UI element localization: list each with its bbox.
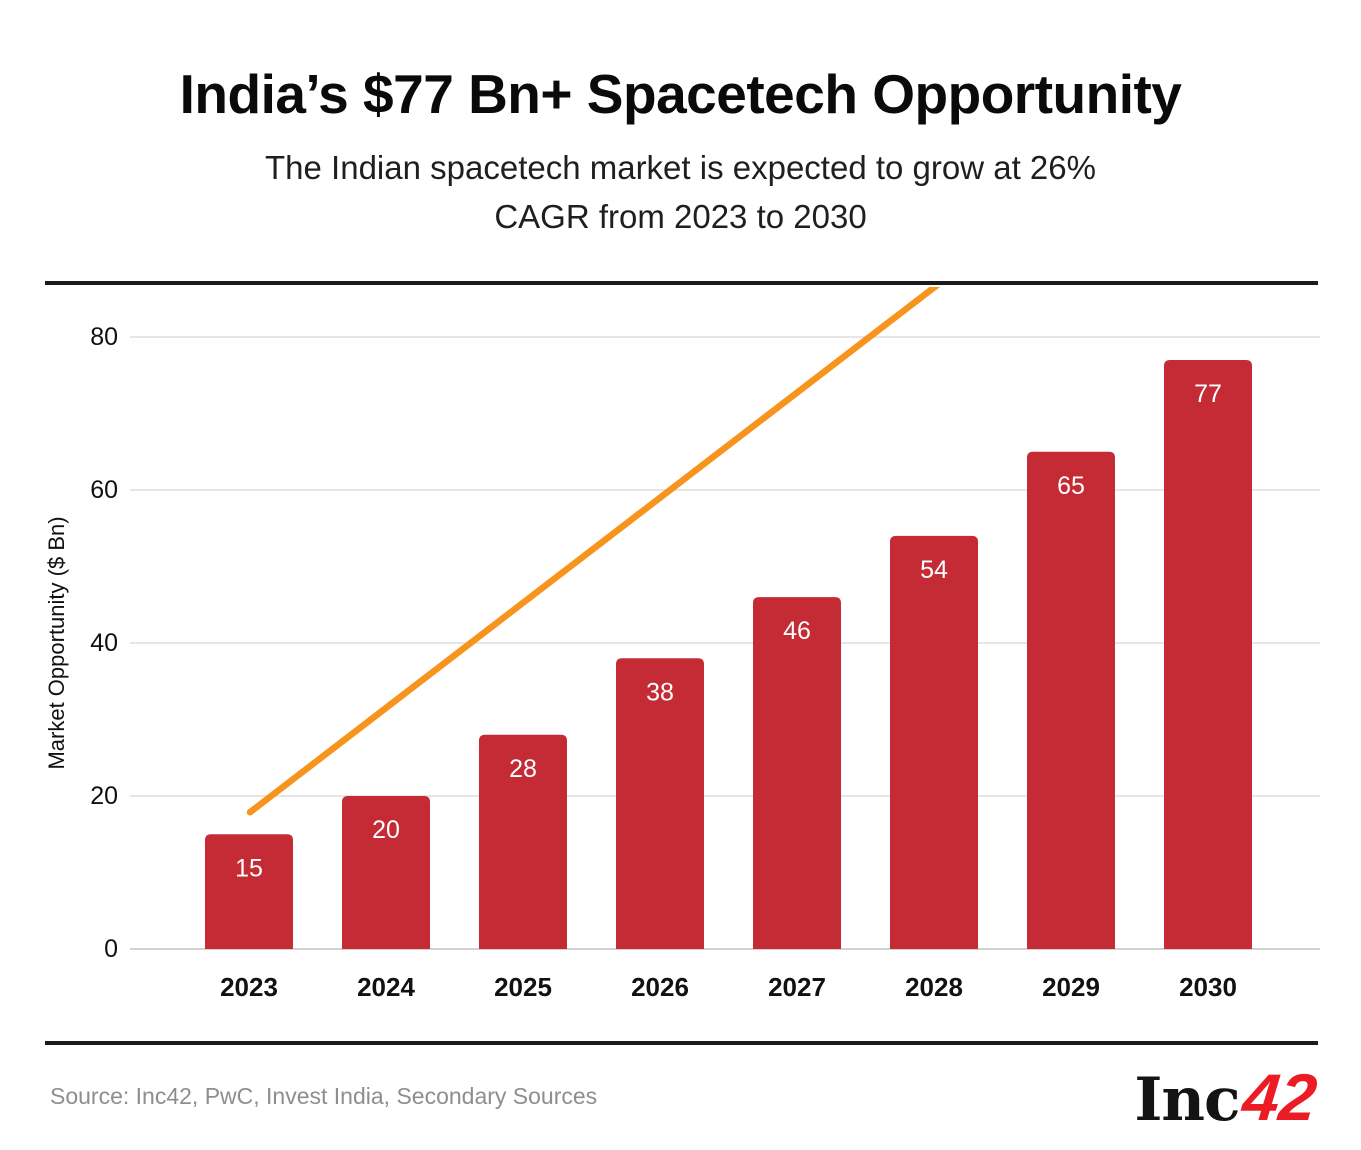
bar-2026 bbox=[616, 658, 704, 949]
bar-2027 bbox=[753, 597, 841, 949]
bar-2024 bbox=[342, 796, 430, 949]
bar-value-label-2023: 15 bbox=[235, 854, 263, 882]
x-tick-label-2030: 2030 bbox=[1179, 972, 1237, 1002]
bar-value-label-2026: 38 bbox=[646, 678, 674, 706]
y-axis-title: Market Opportunity ($ Bn) bbox=[44, 516, 69, 769]
footer: Source: Inc42, PwC, Invest India, Second… bbox=[45, 1043, 1320, 1150]
bar-value-label-2029: 65 bbox=[1057, 472, 1085, 500]
x-tick-label-2029: 2029 bbox=[1042, 972, 1100, 1002]
top-divider bbox=[45, 281, 1318, 285]
y-tick-label-60: 60 bbox=[90, 476, 118, 504]
bar-value-label-2025: 28 bbox=[509, 755, 537, 783]
bar-value-label-2027: 46 bbox=[783, 617, 811, 645]
logo-inc-text: Inc bbox=[1134, 1064, 1240, 1135]
y-tick-label-0: 0 bbox=[104, 935, 118, 963]
bar-2025 bbox=[479, 734, 567, 949]
chart-subtitle-line1: The Indian spacetech market is expected … bbox=[265, 149, 1096, 186]
x-tick-label-2027: 2027 bbox=[768, 972, 826, 1002]
header: India’s $77 Bn+ Spacetech Opportunity Th… bbox=[0, 0, 1361, 241]
bar-value-label-2028: 54 bbox=[920, 556, 948, 584]
bar-2023 bbox=[205, 834, 293, 949]
x-tick-label-2024: 2024 bbox=[357, 972, 415, 1002]
bar-chart-svg: 0 20 40 60 80 Market Opportunity ($ Bn) 15 2023… bbox=[44, 287, 1320, 1002]
bar-chart: 0 20 40 60 80 Market Opportunity ($ Bn) 15 2023… bbox=[0, 287, 1361, 1041]
source-text: Source: Inc42, PwC, Invest India, Second… bbox=[50, 1083, 598, 1109]
trend-arrow bbox=[246, 287, 941, 816]
bar-2028 bbox=[890, 535, 978, 949]
y-tick-label-80: 80 bbox=[90, 323, 118, 351]
bar-2029 bbox=[1027, 451, 1115, 949]
y-tick-label-20: 20 bbox=[90, 782, 118, 810]
chart-subtitle: The Indian spacetech market is expected … bbox=[0, 144, 1361, 241]
y-tick-label-40: 40 bbox=[90, 629, 118, 657]
bar-2030 bbox=[1164, 359, 1252, 949]
chart-title: India’s $77 Bn+ Spacetech Opportunity bbox=[179, 63, 1182, 125]
bottom-divider bbox=[45, 1041, 1318, 1045]
chart-subtitle-line2: CAGR from 2023 to 2030 bbox=[494, 197, 867, 235]
x-tick-label-2026: 2026 bbox=[631, 972, 689, 1002]
bar-value-label-2030: 77 bbox=[1194, 380, 1222, 408]
inc42-logo: Inc 42 bbox=[1134, 1059, 1320, 1135]
bar-value-label-2024: 20 bbox=[372, 816, 400, 844]
x-tick-label-2025: 2025 bbox=[494, 972, 552, 1002]
x-tick-label-2028: 2028 bbox=[905, 972, 963, 1002]
x-tick-label-2023: 2023 bbox=[220, 972, 278, 1002]
logo-42-text: 42 bbox=[1238, 1059, 1320, 1134]
